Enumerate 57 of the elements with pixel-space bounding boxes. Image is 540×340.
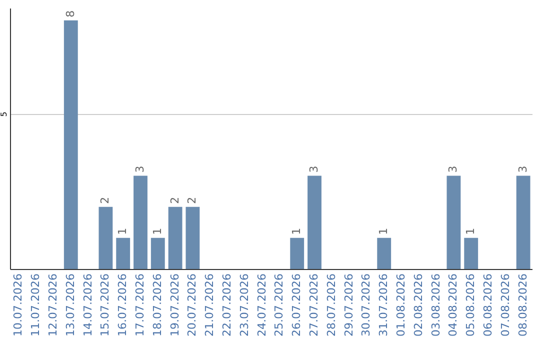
data-label: 1 — [116, 228, 130, 235]
data-label: 3 — [308, 166, 320, 173]
data-label: 2 — [186, 196, 199, 204]
x-tick-label: 29.07.2026 — [342, 274, 356, 336]
x-tick-label: 19.07.2026 — [168, 274, 182, 336]
data-label: 1 — [150, 228, 164, 235]
x-tick-label: 16.07.2026 — [116, 274, 130, 336]
y-tick-label: 5 — [0, 112, 8, 117]
x-tick-label: 25.07.2026 — [272, 274, 286, 336]
data-label: 8 — [64, 10, 77, 18]
bar — [464, 238, 478, 269]
x-tick-label: 14.07.2026 — [81, 274, 94, 336]
x-tick-label: 28.07.2026 — [324, 274, 338, 336]
x-tick-label: 04.08.2026 — [446, 274, 460, 336]
x-tick-label: 20.07.2026 — [186, 274, 199, 336]
bar — [377, 238, 392, 269]
data-label: 2 — [98, 196, 112, 204]
bar — [290, 238, 304, 269]
x-tick-label: 26.07.2026 — [290, 274, 304, 336]
data-label: 1 — [290, 228, 304, 235]
x-tick-label: 30.07.2026 — [360, 274, 373, 336]
bar — [308, 176, 322, 269]
x-tick-label: 01.08.2026 — [394, 274, 408, 336]
x-tick-label: 08.08.2026 — [516, 274, 530, 336]
bar — [168, 206, 182, 269]
x-tick-label: 17.07.2026 — [134, 274, 146, 336]
x-tick-label: 31.07.2026 — [377, 274, 390, 336]
x-tick-label: 11.07.2026 — [29, 274, 42, 336]
x-tick-label: 21.07.2026 — [203, 274, 216, 336]
bar — [116, 238, 130, 269]
x-tick-label: 23.07.2026 — [238, 274, 251, 336]
data-label: 3 — [516, 166, 530, 173]
bar — [186, 206, 200, 269]
x-tick-label: 24.07.2026 — [255, 274, 268, 336]
x-tick-label: 07.08.2026 — [498, 274, 512, 336]
x-tick-label: 02.08.2026 — [412, 274, 425, 336]
x-tick-label: 03.08.2026 — [429, 274, 442, 336]
x-tick-label: 27.07.2026 — [308, 274, 320, 336]
x-tick-label: 12.07.2026 — [46, 274, 60, 336]
x-tick-label: 10.07.2026 — [12, 274, 25, 336]
bar — [446, 176, 461, 269]
bar — [98, 206, 113, 269]
x-tick-label: 22.07.2026 — [220, 274, 234, 336]
bar — [64, 20, 78, 269]
x-tick-label: 15.07.2026 — [98, 274, 112, 336]
x-tick-label: 05.08.2026 — [464, 274, 478, 336]
x-tick-label: 06.08.2026 — [482, 274, 494, 336]
data-label: 2 — [168, 196, 182, 204]
data-label: 1 — [377, 228, 390, 235]
x-tick-label: 18.07.2026 — [150, 274, 164, 336]
data-label: 3 — [446, 166, 460, 173]
data-label: 1 — [464, 228, 478, 235]
bar — [150, 238, 165, 269]
bar — [516, 176, 530, 269]
bar — [134, 176, 148, 269]
data-label: 3 — [134, 166, 146, 173]
x-tick-label: 13.07.2026 — [64, 274, 77, 336]
